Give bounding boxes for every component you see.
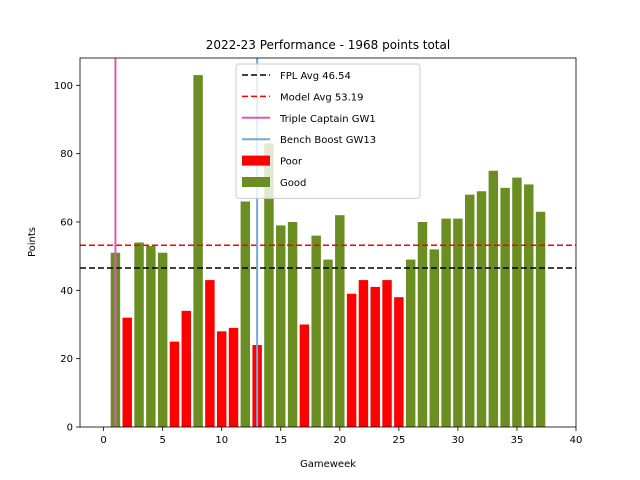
y-tick-label: 80: [60, 149, 73, 160]
bar-gw-21: [346, 293, 357, 427]
legend-label-poor: Poor: [280, 157, 303, 168]
legend-label-model-avg-53-19: Model Avg 53.19: [280, 92, 364, 103]
y-axis-label: Points: [27, 227, 38, 257]
bar-gw-5: [157, 252, 168, 427]
bar-gw-26: [405, 259, 416, 427]
bar-gw-19: [323, 259, 333, 427]
bar-gw-17: [299, 324, 310, 427]
x-tick-label: 10: [215, 435, 228, 446]
y-tick-label: 0: [67, 423, 73, 434]
bar-gw-28: [429, 249, 440, 427]
bar-gw-7: [181, 310, 192, 427]
bar-gw-6: [169, 341, 180, 427]
bar-gw-22: [358, 280, 369, 427]
y-tick-label: 100: [54, 81, 73, 92]
bar-gw-35: [512, 177, 522, 427]
y-tick-label: 60: [60, 218, 73, 229]
bar-gw-18: [311, 235, 321, 427]
bar-gw-16: [287, 222, 298, 427]
plot-frame: [79, 57, 577, 428]
bar-gw-8: [193, 75, 203, 427]
x-axis-label: Gameweek: [300, 459, 356, 470]
bar-gw-30: [453, 218, 463, 427]
bar-gw-10: [216, 331, 227, 427]
x-tick-label: 25: [392, 435, 405, 446]
x-tick-label: 5: [159, 435, 165, 446]
bar-gw-29: [441, 218, 451, 427]
bar-gw-12: [240, 201, 251, 427]
bar-gw-27: [417, 222, 428, 427]
bar-gw-37: [535, 211, 546, 427]
legend-label-good: Good: [280, 178, 306, 189]
x-tick-label: 20: [333, 435, 346, 446]
y-tick-label: 20: [60, 354, 73, 365]
legend-box: [235, 63, 421, 199]
legend-swatch-good: [242, 177, 270, 187]
bar-gw-4: [146, 245, 156, 427]
chart-title: 2022-23 Performance - 1968 points total: [206, 38, 450, 52]
legend-label-fpl-avg-46-54: FPL Avg 46.54: [280, 71, 351, 82]
legend: FPL Avg 46.54 Model Avg 53.19 Triple Capta…: [235, 63, 421, 199]
bar-gw-24: [382, 280, 392, 427]
x-tick-label: 35: [511, 435, 524, 446]
legend-label-triple-captain-gw1: Triple Captain GW1: [279, 114, 376, 125]
x-tick-label: 30: [452, 435, 465, 446]
bar-gw-20: [335, 215, 345, 427]
bar-gw-11: [228, 327, 239, 427]
legend-label-bench-boost-gw13: Bench Boost GW13: [280, 135, 376, 146]
bar-gw-25: [394, 297, 404, 427]
bar-gw-33: [488, 170, 499, 427]
y-axis-ticks: 0 20 40 60 80 100: [54, 81, 80, 434]
x-axis-ticks: 0 5 10 15 20 25 30 35 40: [100, 427, 582, 446]
bar-gw-32: [476, 191, 487, 427]
bars-group: [110, 75, 546, 427]
bar-gw-3: [134, 242, 144, 427]
bar-gw-23: [370, 286, 380, 427]
x-tick-label: 15: [274, 435, 287, 446]
y-tick-label: 40: [60, 286, 73, 297]
bar-gw-14: [264, 143, 274, 427]
bar-gw-34: [500, 187, 510, 427]
bar-gw-15: [276, 225, 286, 427]
bar-gw-2: [122, 317, 132, 427]
bar-gw-31: [464, 194, 475, 427]
legend-swatch-poor: [242, 155, 270, 166]
bar-gw-36: [524, 184, 534, 427]
x-tick-label: 0: [100, 435, 106, 446]
bar-gw-9: [205, 280, 215, 427]
x-tick-label: 40: [570, 435, 583, 446]
